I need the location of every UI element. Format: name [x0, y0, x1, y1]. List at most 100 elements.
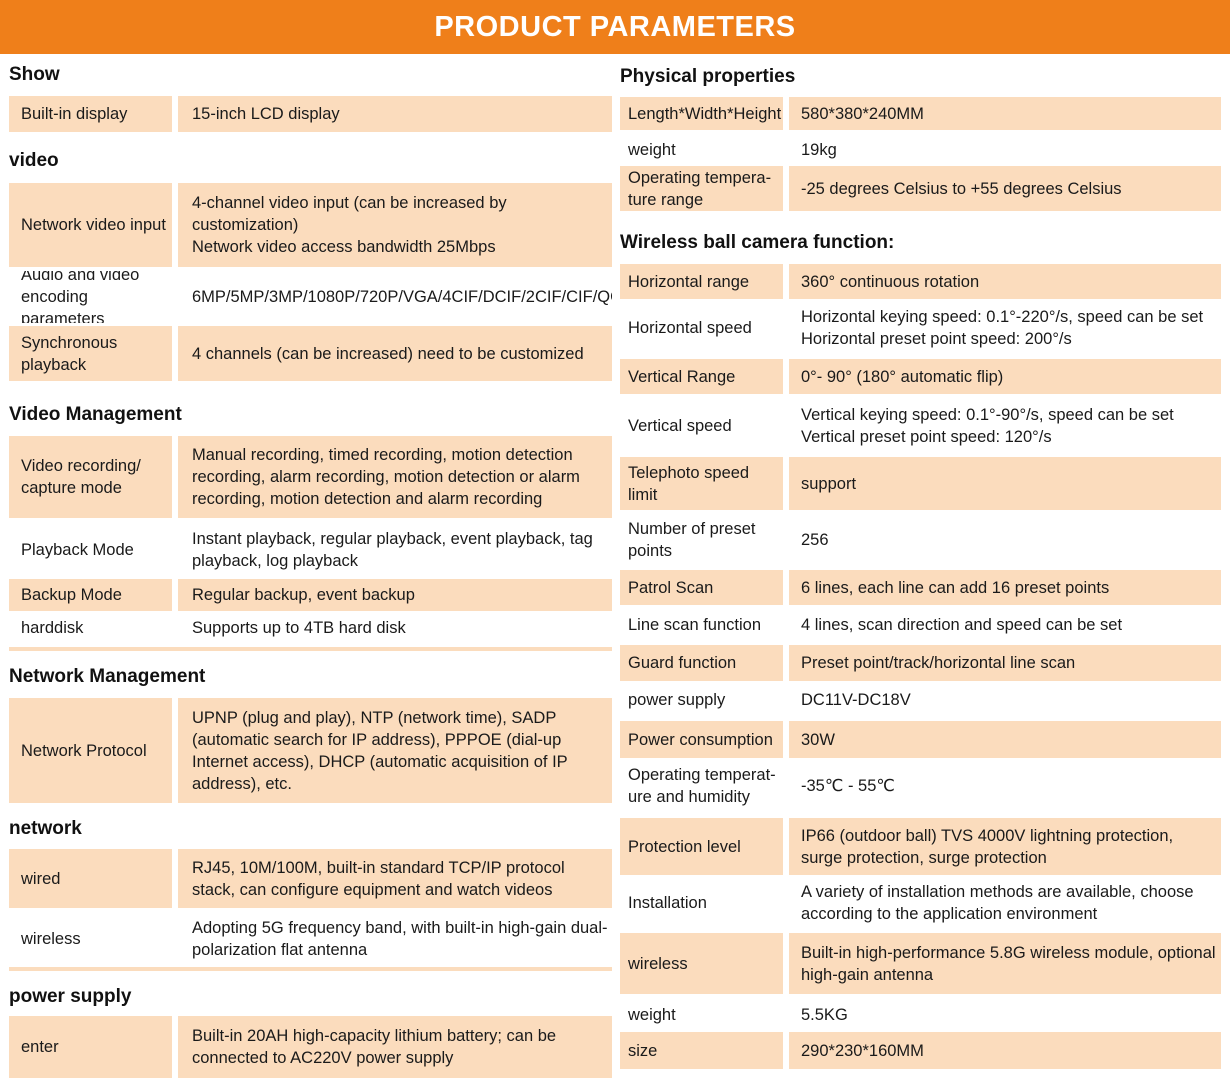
param-value: Built-in high-performance 5.8G wireless …	[789, 933, 1221, 994]
param-row-guard-function: Guard function Preset point/track/horizon…	[620, 645, 1221, 681]
section-title-network: network	[9, 818, 82, 839]
param-row-wired: wired RJ45, 10M/100M, built-in standard T…	[9, 849, 612, 908]
param-row-built-in-display: Built-in display 15-inch LCD display	[9, 96, 612, 132]
param-label: Built-in display	[9, 96, 172, 132]
param-value-line: RJ45, 10M/100M, built-in standard TCP/IP…	[192, 858, 565, 899]
param-row-operating-tempera-ture-range: Operating tempera-ture range -25 degrees …	[620, 166, 1221, 211]
param-label: Installation	[628, 894, 707, 912]
param-value-line: Built-in 20AH high-capacity lithium batt…	[192, 1027, 557, 1067]
param-row-telephoto-speed-limit: Telephoto speed limit support	[620, 457, 1221, 510]
param-row-weight: weight 19kg	[620, 134, 1221, 165]
param-value: Manual recording, timed recording, motio…	[178, 436, 612, 518]
param-value: Adopting 5G frequency band, with built-i…	[178, 912, 612, 966]
param-label: Power consumption	[620, 721, 783, 758]
param-row-synchronous-playback: Synchronous playback 4 channels (can be i…	[9, 326, 612, 381]
param-value: 580*380*240MM	[789, 97, 1221, 130]
param-value: 4 lines, scan direction and speed can be…	[789, 608, 1221, 641]
param-value: 5.5KG	[789, 996, 1221, 1033]
param-row-network-protocol: Network Protocol UPNP (plug and play), NT…	[9, 698, 612, 803]
param-row-vertical-range: Vertical Range 0°- 90° (180° automatic fl…	[620, 359, 1221, 394]
param-row-weight: weight 5.5KG	[620, 996, 1221, 1033]
param-value-line: 6MP/5MP/3MP/1080P/720P/VGA/4CIF/DCIF/2CI…	[192, 288, 612, 306]
section-title-show: Show	[9, 64, 60, 85]
param-value-line: -35℃ - 55℃	[801, 776, 895, 795]
param-value-line: Vertical preset point speed: 120°/s	[801, 427, 1052, 446]
param-value-line: Adopting 5G frequency band, with built-i…	[192, 919, 608, 959]
section-divider	[9, 967, 612, 971]
section-divider	[9, 647, 612, 651]
param-value-line: 0°- 90° (180° automatic flip)	[801, 367, 1004, 386]
param-value-line: 580*380*240MM	[801, 104, 924, 123]
param-value-line: A variety of installation methods are av…	[801, 883, 1194, 923]
param-value: 4-channel video input (can be increased …	[178, 183, 612, 267]
param-row-installation: Installation A variety of installation me…	[620, 877, 1221, 929]
param-value: 19kg	[789, 134, 1221, 165]
param-value: 30W	[789, 721, 1221, 758]
param-value: 6MP/5MP/3MP/1080P/720P/VGA/4CIF/DCIF/2CI…	[178, 271, 612, 323]
param-label: Horizontal speed	[628, 319, 752, 337]
param-row-protection-level: Protection level IP66 (outdoor ball) TVS …	[620, 818, 1221, 875]
param-label: power supply	[628, 690, 726, 709]
param-label: Network Protocol	[9, 698, 172, 803]
param-row-playback-mode: Playback Mode Instant playback, regular p…	[9, 524, 612, 576]
param-label: Audio and video encoding parameters	[21, 271, 140, 323]
param-value: 360° continuous rotation	[789, 264, 1221, 299]
param-value-line: Built-in high-performance 5.8G wireless …	[801, 943, 1216, 984]
param-value-line: 4-channel video input (can be increased …	[192, 194, 507, 234]
param-value-line: 19kg	[801, 140, 837, 159]
param-row-enter: enter Built-in 20AH high-capacity lithium…	[9, 1016, 612, 1078]
param-label: Telephoto speed limit	[620, 457, 783, 510]
param-row-backup-mode: Backup Mode Regular backup, event backup	[9, 579, 612, 611]
param-row-video-recording-capture-mode: Video recording/ capture mode Manual reco…	[9, 436, 612, 518]
param-label: enter	[9, 1016, 172, 1078]
param-value-line: Regular backup, event backup	[192, 586, 415, 604]
param-value: IP66 (outdoor ball) TVS 4000V lightning …	[789, 818, 1221, 875]
param-row-power-supply: power supply DC11V-DC18V	[620, 683, 1221, 716]
param-value: RJ45, 10M/100M, built-in standard TCP/IP…	[178, 849, 612, 908]
param-value: 0°- 90° (180° automatic flip)	[789, 359, 1221, 394]
param-value-line: IP66 (outdoor ball) TVS 4000V lightning …	[801, 826, 1174, 867]
param-label: Video recording/ capture mode	[9, 436, 172, 518]
param-label: harddisk	[21, 619, 84, 637]
param-row-size: size 290*230*160MM	[620, 1032, 1221, 1069]
param-row-horizontal-speed: Horizontal speed Horizontal keying speed:…	[620, 302, 1221, 354]
param-row-number-of-preset-points: Number of preset points 256	[620, 514, 1221, 566]
param-value-line: Preset point/track/horizontal line scan	[801, 654, 1076, 672]
param-value-line: 4 channels (can be increased) need to be…	[192, 344, 584, 363]
param-value: 4 channels (can be increased) need to be…	[178, 326, 612, 381]
param-value-line: 15-inch LCD display	[192, 105, 340, 123]
param-value: 256	[789, 514, 1221, 566]
param-value: Vertical keying speed: 0.1°-90°/s, speed…	[789, 398, 1221, 453]
param-value-line: Instant playback, regular playback, even…	[192, 530, 593, 570]
param-value-line: UPNP (plug and play), NTP (network time)…	[192, 708, 568, 793]
param-value-line: 30W	[801, 730, 835, 749]
param-value: Supports up to 4TB hard disk	[178, 612, 612, 644]
param-label: weight	[628, 140, 676, 159]
param-value: Horizontal keying speed: 0.1°-220°/s, sp…	[789, 302, 1221, 354]
param-value-line: Horizontal keying speed: 0.1°-220°/s, sp…	[801, 308, 1204, 348]
param-label: wired	[9, 849, 172, 908]
param-value-line: 5.5KG	[801, 1005, 848, 1024]
param-value-line: support	[801, 474, 857, 493]
section-title-video-management: Video Management	[9, 404, 182, 425]
param-value: UPNP (plug and play), NTP (network time)…	[178, 698, 612, 803]
section-title-power-supply: power supply	[9, 986, 132, 1007]
param-label: Horizontal range	[620, 264, 783, 299]
param-value: Instant playback, regular playback, even…	[178, 524, 612, 576]
param-value-line: Supports up to 4TB hard disk	[192, 619, 406, 637]
param-value: -35℃ - 55℃	[789, 760, 1221, 811]
param-value: A variety of installation methods are av…	[789, 877, 1221, 929]
param-label: wireless	[620, 933, 783, 994]
param-label: wireless	[21, 930, 81, 948]
param-value-line: 6 lines, each line can add 16 preset poi…	[801, 578, 1110, 597]
param-row-wireless: wireless Built-in high-performance 5.8G w…	[620, 933, 1221, 994]
param-label: Backup Mode	[9, 579, 172, 611]
param-row-wireless: wireless Adopting 5G frequency band, with…	[9, 912, 612, 966]
param-value: Built-in 20AH high-capacity lithium batt…	[178, 1016, 612, 1078]
param-value-line: Manual recording, timed recording, motio…	[192, 446, 580, 508]
section-title-network-management: Network Management	[9, 666, 206, 687]
param-row-network-video-input: Network video input 4-channel video input…	[9, 183, 612, 267]
param-row-line-scan-function: Line scan function 4 lines, scan directio…	[620, 608, 1221, 641]
param-label: size	[620, 1032, 783, 1069]
param-row-vertical-speed: Vertical speed Vertical keying speed: 0.1…	[620, 398, 1221, 453]
